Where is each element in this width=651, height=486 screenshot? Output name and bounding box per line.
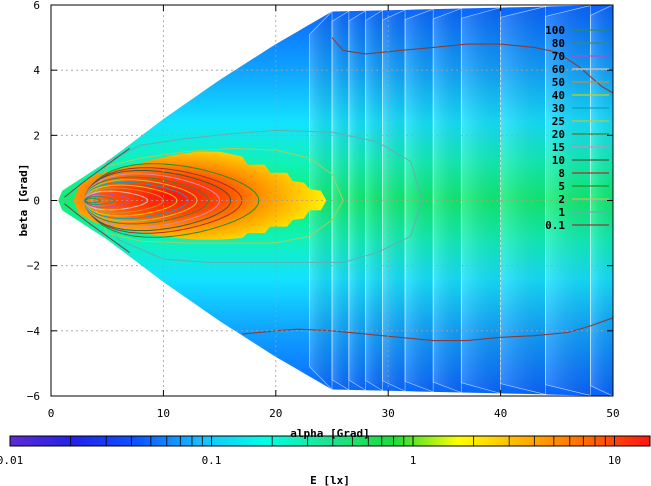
intensity-field xyxy=(58,4,614,397)
colorbar-tick-label: 0.1 xyxy=(202,454,222,467)
y-tick-label: 2 xyxy=(33,129,40,142)
legend-label-0.1: 0.1 xyxy=(545,219,565,232)
contour-lines xyxy=(64,37,614,342)
y-tick-label: −2 xyxy=(27,260,40,273)
y-axis-label: beta [Grad] xyxy=(17,164,30,237)
grid-lines xyxy=(51,5,613,396)
legend-label-1: 1 xyxy=(558,206,565,219)
beam-segment xyxy=(365,9,383,392)
x-tick-label: 50 xyxy=(606,407,619,420)
x-tick-label: 30 xyxy=(382,407,395,420)
legend-label-25: 25 xyxy=(552,115,565,128)
x-axis-label: alpha [Grad] xyxy=(290,427,369,440)
contour-8 xyxy=(85,167,243,234)
x-tick-label: 20 xyxy=(269,407,282,420)
legend-label-50: 50 xyxy=(552,76,565,89)
contour-tip-bottom xyxy=(64,147,130,198)
contour-tip-top xyxy=(64,203,130,254)
contour-2 xyxy=(91,147,344,244)
contour-100 xyxy=(84,197,102,204)
colorbar: 0.01 0.1 1 10 xyxy=(0,435,651,467)
colorbar-label: E [lx] xyxy=(310,474,350,486)
beam-segment xyxy=(545,5,591,396)
legend-label-8: 8 xyxy=(558,167,565,180)
legend-label-10: 10 xyxy=(552,154,565,167)
y-tick-label: −6 xyxy=(27,390,40,403)
beam-segment xyxy=(500,6,546,395)
legend-label-80: 80 xyxy=(552,37,565,50)
x-tick-label: 10 xyxy=(157,407,170,420)
legend-label-15: 15 xyxy=(552,141,565,154)
colorbar-tick-label: 1 xyxy=(410,454,417,467)
y-tick-label: 4 xyxy=(33,64,40,77)
beam-segment xyxy=(404,8,434,393)
legend-label-2: 2 xyxy=(558,193,565,206)
legend-label-5: 5 xyxy=(558,180,565,193)
y-tick-label: −4 xyxy=(27,325,41,338)
x-tick-label: 0 xyxy=(48,407,55,420)
y-tick-label: 6 xyxy=(33,0,40,12)
legend-label-70: 70 xyxy=(552,50,565,63)
contour-0.1-top xyxy=(242,317,614,342)
contour-0.1-bottom xyxy=(331,37,614,94)
x-tick-label: 40 xyxy=(494,407,507,420)
legend-label-60: 60 xyxy=(552,63,565,76)
colorbar-tick-label: 0.01 xyxy=(0,454,23,467)
legend-label-40: 40 xyxy=(552,89,565,102)
legend-label-20: 20 xyxy=(552,128,565,141)
colorbar-tick-label: 10 xyxy=(608,454,621,467)
y-tick-label: 0 xyxy=(33,195,40,208)
legend-label-100: 100 xyxy=(545,24,565,37)
beam-segment xyxy=(331,10,350,391)
legend-label-30: 30 xyxy=(552,102,565,115)
